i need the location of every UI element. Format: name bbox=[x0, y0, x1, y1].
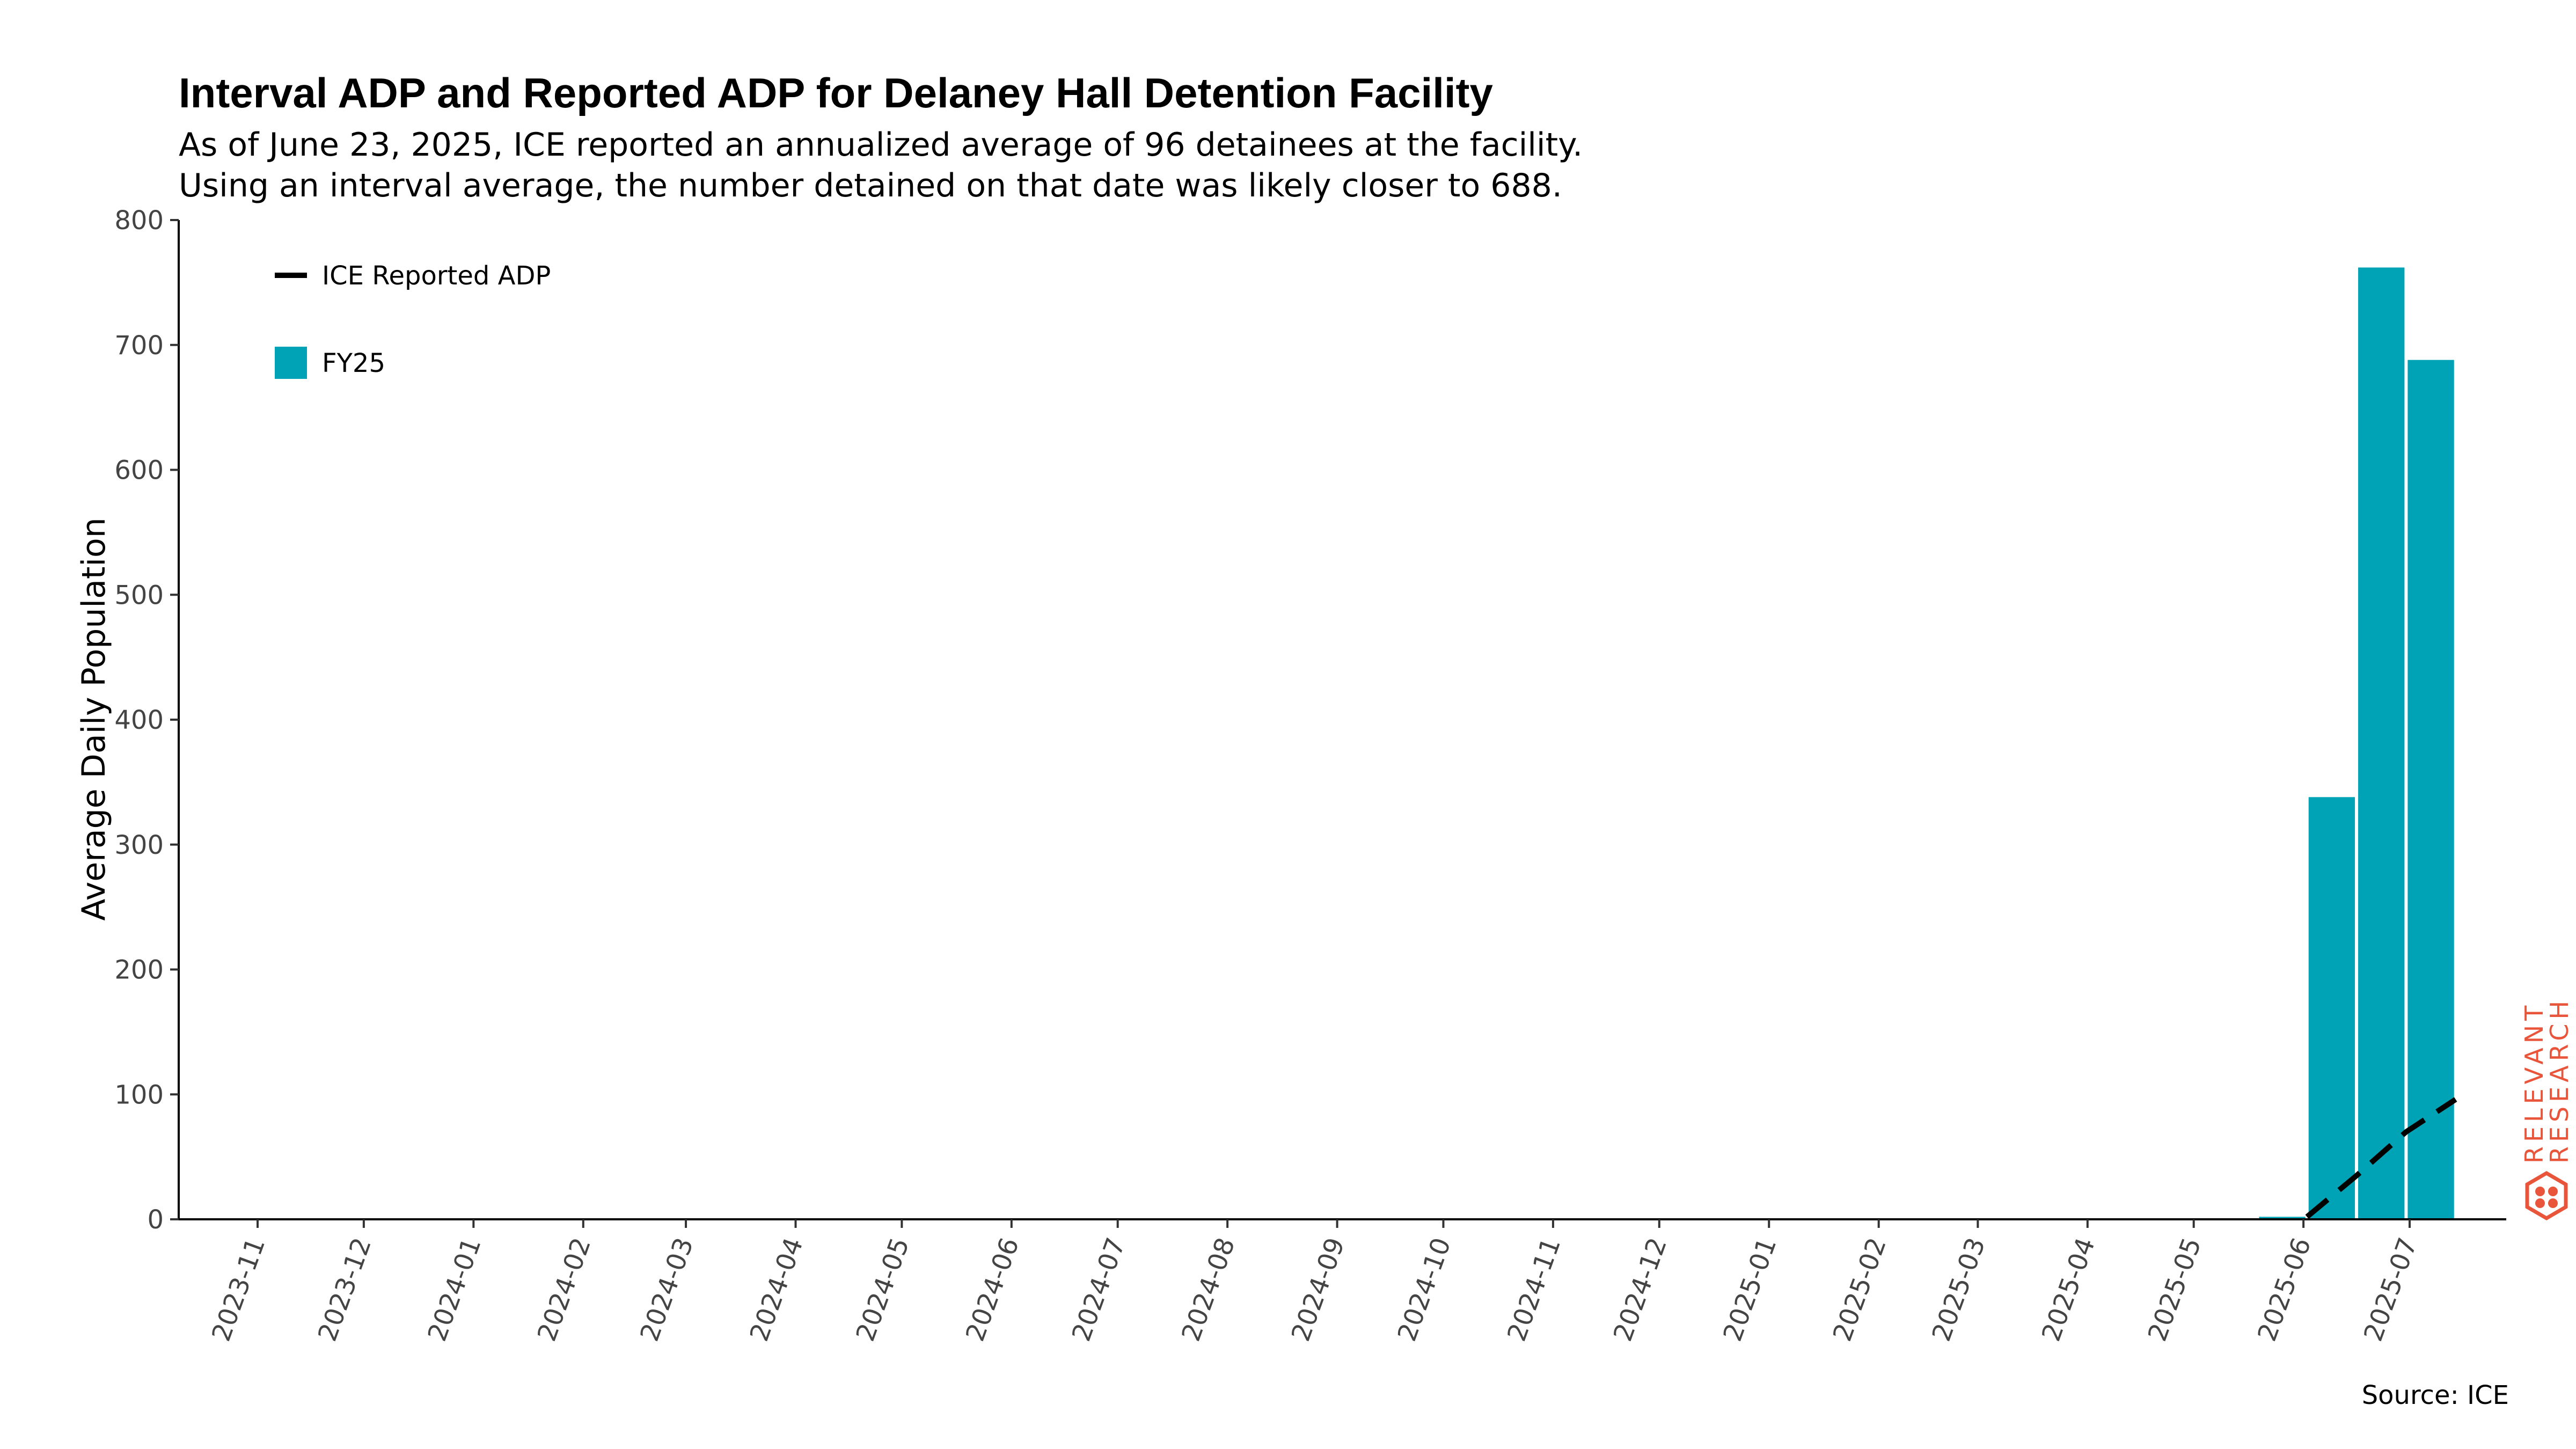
legend-bar-swatch bbox=[275, 347, 307, 379]
x-tick-label: 2024-01 bbox=[422, 1234, 487, 1345]
x-tick-label: 2024-05 bbox=[850, 1234, 915, 1345]
brand-text-relevant: RELEVANT bbox=[2520, 1001, 2549, 1163]
bar-1 bbox=[2308, 797, 2355, 1219]
legend: ICE Reported ADP FY25 bbox=[275, 261, 551, 379]
subtitle-line-2: Using an interval average, the number de… bbox=[179, 167, 1562, 204]
subtitle-line-1: As of June 23, 2025, ICE reported an ann… bbox=[179, 126, 1583, 164]
y-tick-label: 300 bbox=[114, 830, 164, 860]
brand-text-research: RESEARCH bbox=[2545, 997, 2574, 1163]
x-tick-label: 2025-03 bbox=[1926, 1234, 1991, 1345]
x-tick-label: 2025-02 bbox=[1827, 1234, 1892, 1345]
x-tick-label: 2023-12 bbox=[312, 1234, 377, 1345]
x-tick-label: 2024-11 bbox=[1502, 1234, 1567, 1345]
legend-label-reported-adp: ICE Reported ADP bbox=[322, 261, 551, 291]
y-tick-label: 600 bbox=[114, 456, 164, 486]
bar-3 bbox=[2407, 360, 2454, 1220]
bar-0 bbox=[2259, 1217, 2306, 1219]
x-tick-label: 2025-01 bbox=[1717, 1234, 1782, 1345]
x-tick-label: 2024-06 bbox=[960, 1234, 1025, 1345]
reported-adp-line bbox=[2305, 1097, 2457, 1219]
x-ticks-group: 2023-11 2023-12 2024-01 2024-02 2024-03 2024-… bbox=[206, 1219, 2423, 1345]
chart-subtitle: As of June 23, 2025, ICE reported an ann… bbox=[179, 125, 1583, 206]
x-tick-label: 2024-10 bbox=[1392, 1234, 1457, 1345]
y-tick-label: 200 bbox=[114, 955, 164, 985]
x-tick-label: 2025-04 bbox=[2036, 1234, 2101, 1345]
axes-group bbox=[178, 220, 2506, 1220]
legend-label-fy25: FY25 bbox=[322, 348, 385, 378]
y-tick-label: 400 bbox=[114, 705, 164, 735]
x-tick-label: 2025-05 bbox=[2142, 1234, 2207, 1345]
x-tick-label: 2025-07 bbox=[2358, 1234, 2423, 1345]
y-ticks-group: 0 100 200 300 400 500 600 700 800 bbox=[114, 206, 179, 1235]
y-tick-label: 700 bbox=[114, 331, 164, 361]
x-tick-label: 2024-04 bbox=[744, 1234, 809, 1345]
y-tick-label: 100 bbox=[114, 1080, 164, 1110]
line-group bbox=[2305, 1097, 2457, 1219]
chart-title: Interval ADP and Reported ADP for Delane… bbox=[179, 69, 1493, 116]
x-tick-label: 2024-03 bbox=[634, 1234, 699, 1345]
x-tick-label: 2024-02 bbox=[532, 1234, 597, 1345]
hexagon-logo-icon bbox=[2525, 1170, 2568, 1221]
x-tick-label: 2024-12 bbox=[1608, 1234, 1673, 1345]
x-tick-label: 2025-06 bbox=[2252, 1234, 2317, 1345]
y-axis-label: Average Daily Population bbox=[75, 517, 113, 921]
y-tick-label: 0 bbox=[147, 1205, 164, 1235]
y-tick-label: 500 bbox=[114, 580, 164, 610]
x-tick-label: 2024-09 bbox=[1286, 1234, 1351, 1345]
x-tick-label: 2024-08 bbox=[1176, 1234, 1241, 1345]
y-tick-label: 800 bbox=[114, 206, 164, 236]
bars-group bbox=[2259, 267, 2454, 1220]
brand-logo: RELEVANT RESEARCH bbox=[2520, 997, 2574, 1221]
x-tick-label: 2023-11 bbox=[206, 1234, 271, 1345]
source-note: Source: ICE bbox=[2361, 1380, 2509, 1410]
x-tick-label: 2024-07 bbox=[1066, 1234, 1131, 1345]
bar-2 bbox=[2358, 267, 2405, 1219]
